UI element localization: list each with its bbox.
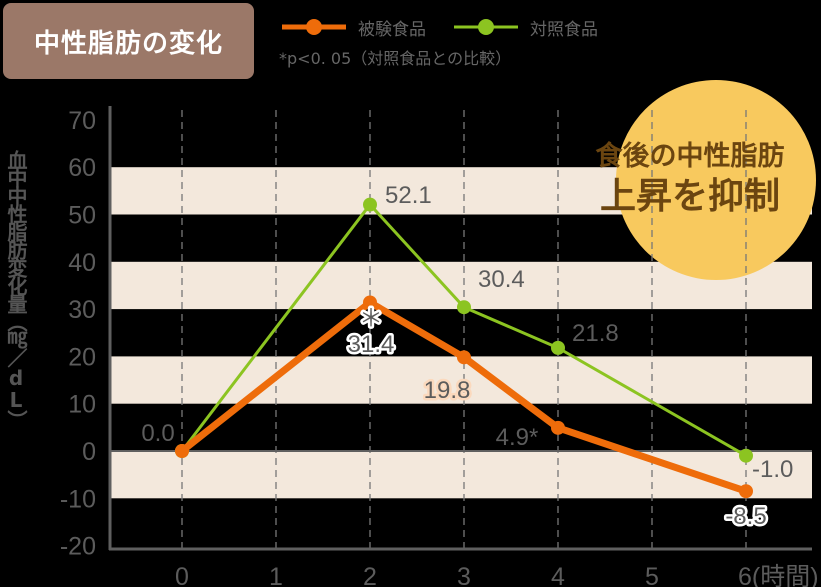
x-tick-label: 5 [645, 563, 659, 587]
data-point-marker [551, 420, 565, 435]
y-tick-label: 20 [68, 343, 96, 371]
legend-item-control: 対照食品 [454, 15, 598, 40]
data-label: 21.8 [572, 320, 619, 347]
legend: 被験食品 対照食品 [282, 12, 626, 42]
y-tick-label: 60 [68, 154, 96, 182]
data-label: -8.5 [725, 503, 766, 530]
significance-note: *p<0. 05（対照食品との比較） [279, 49, 512, 68]
data-label-halo: 19.8 [424, 377, 471, 404]
legend-item-test: 被験食品 [282, 15, 426, 40]
chart-title-box: 中性脂肪の変化 [3, 3, 254, 79]
data-point-marker [457, 300, 471, 315]
data-point-marker [739, 484, 753, 499]
data-label: ＊ [359, 305, 383, 332]
x-tick-label: 6(時間) [738, 563, 819, 587]
y-tick-label: 70 [68, 107, 96, 135]
background-stripe [110, 356, 812, 404]
callout-text: 食後の中性脂肪 上昇を抑制 [560, 140, 820, 220]
callout-circle [616, 80, 816, 280]
data-point-marker [739, 448, 753, 463]
legend-label: 被験食品 [358, 19, 426, 40]
data-label-halo: -8.5 [725, 503, 766, 530]
data-label: 0.0 [141, 420, 174, 447]
data-point-marker [363, 197, 377, 212]
data-label: 31.4 [348, 331, 395, 358]
x-tick-label: 4 [551, 563, 565, 587]
data-point-marker [363, 295, 377, 310]
y-tick-label: 40 [68, 249, 96, 277]
data-point-marker [457, 350, 471, 365]
data-point-marker [551, 340, 565, 355]
callout-line-2: 上昇を抑制 [599, 176, 780, 217]
y-tick-label: 30 [68, 296, 96, 324]
callout-line-1: 食後の中性脂肪 [595, 141, 785, 172]
y-tick-label: 10 [68, 391, 96, 419]
y-tick-label: 50 [68, 202, 96, 230]
y-axis-label: 血中中性脂肪変化量（㎎／dL） [4, 150, 28, 428]
y-tick-label: 0 [82, 438, 96, 466]
x-tick-label: 2 [363, 563, 377, 587]
data-label-halo: 31.4 [348, 331, 395, 358]
x-tick-label: 0 [175, 563, 189, 587]
y-tick-label: -10 [60, 485, 96, 513]
x-tick-label: 1 [269, 563, 283, 587]
x-tick-label: 3 [457, 563, 471, 587]
legend-orange-line-icon [282, 19, 346, 35]
legend-label: 対照食品 [530, 19, 598, 40]
data-label: 30.4 [478, 266, 525, 293]
y-tick-label: -20 [60, 533, 96, 561]
data-label: 52.1 [385, 182, 432, 209]
data-label: 19.8 [424, 377, 471, 404]
data-label: -1.0 [752, 456, 793, 483]
data-label-halo: ＊ [359, 305, 383, 332]
data-label: 4.9* [496, 424, 539, 451]
legend-green-line-icon [454, 19, 518, 35]
data-point-marker [175, 444, 189, 458]
chart-title: 中性脂肪の変化 [33, 28, 223, 59]
